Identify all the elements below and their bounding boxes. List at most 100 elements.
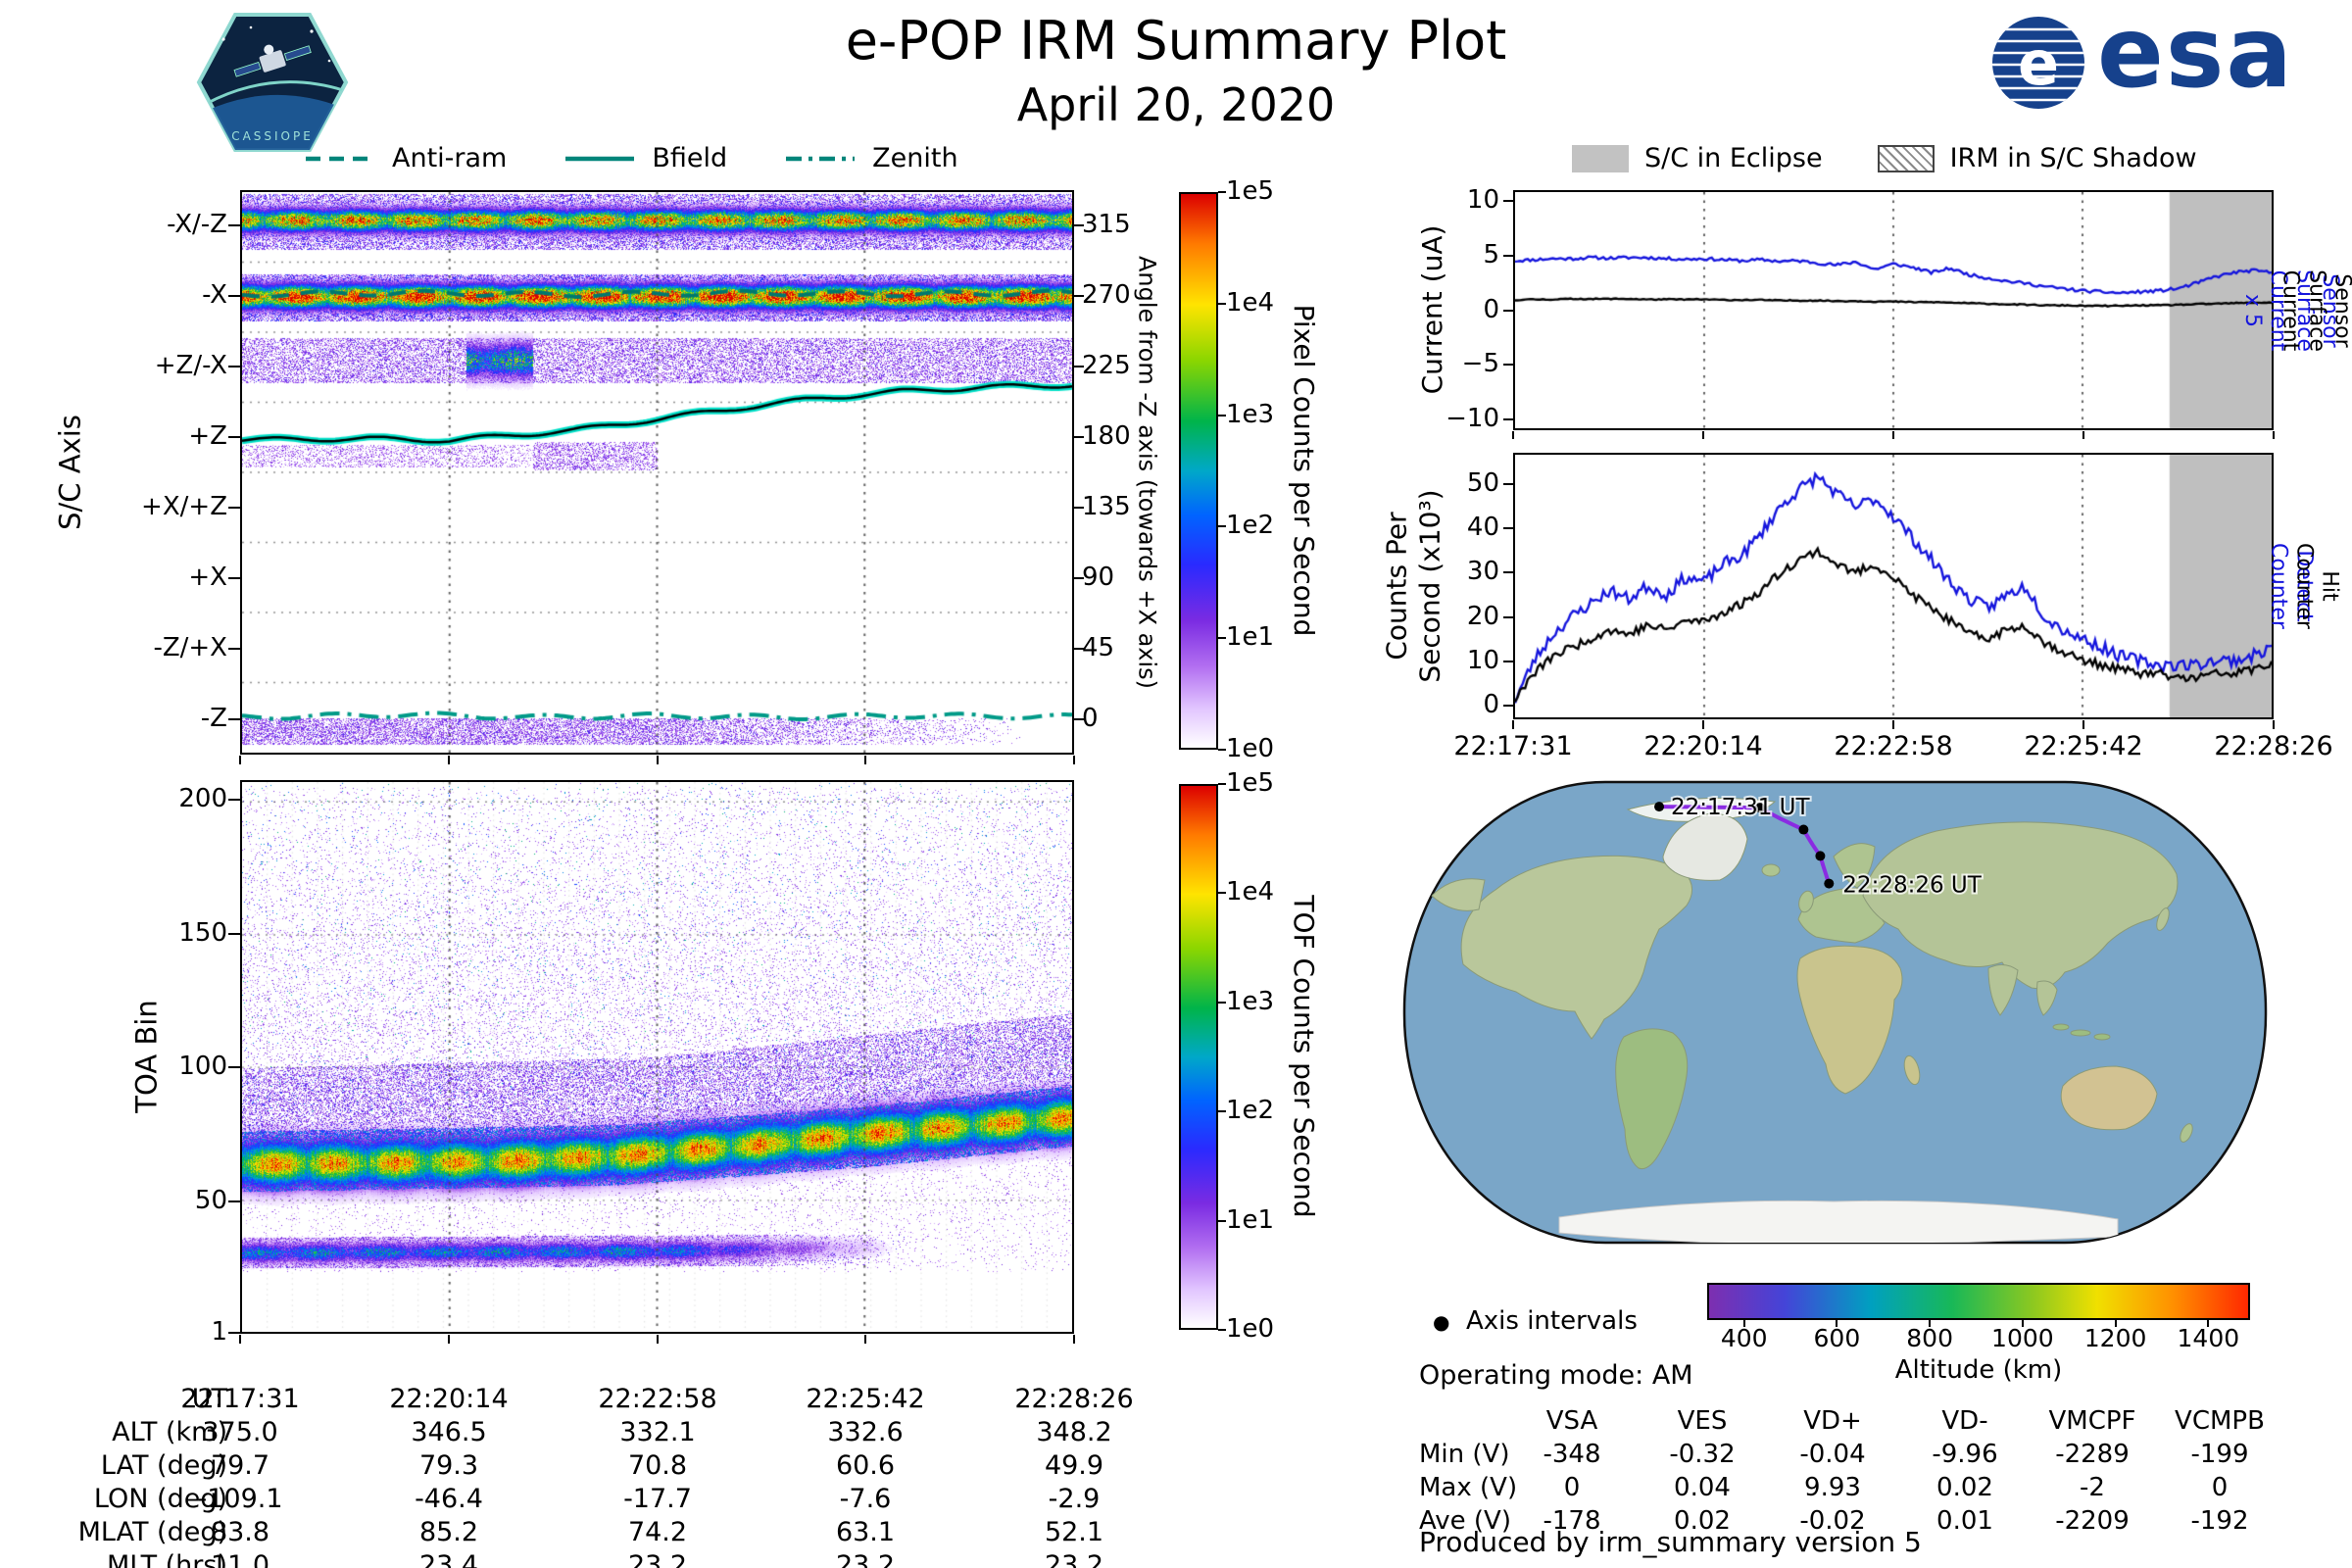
voltage-column-header: VES	[1677, 1406, 1728, 1436]
tof-colorbar-tick-label: 1e4	[1226, 877, 1275, 907]
orientation-legend: Anti-ram Bfield Zenith	[304, 143, 1015, 173]
altitude-tick-label: 800	[1906, 1324, 1953, 1352]
tick-mark	[1073, 756, 1075, 764]
tick-mark	[1074, 648, 1084, 650]
tick-mark	[1742, 1320, 1745, 1327]
tick-mark	[1503, 309, 1513, 312]
tick-mark	[228, 436, 240, 438]
tick-mark	[1074, 295, 1084, 297]
bfield-label: Bfield	[652, 143, 728, 173]
tick-mark	[864, 1335, 867, 1344]
voltage-column-header: VSA	[1545, 1406, 1598, 1436]
altitude-colorbar	[1707, 1283, 2250, 1320]
tick-mark	[2082, 431, 2084, 439]
time-tick-label: 22:22:58	[1834, 731, 1953, 761]
zenith-label: Zenith	[872, 143, 958, 173]
sensor-current-panel	[1513, 190, 2274, 430]
tick-mark	[1218, 1329, 1226, 1331]
toa-tick-label: 50	[194, 1185, 227, 1215]
voltage-value: 0.04	[1674, 1473, 1731, 1502]
voltage-value: -9.96	[1932, 1440, 1998, 1469]
ephemeris-value: 346.5	[411, 1417, 487, 1447]
current-tick-label: 0	[1483, 294, 1499, 324]
voltage-column-header: VMCPF	[2048, 1406, 2136, 1436]
tick-mark	[2114, 1320, 2117, 1327]
sc-axis-spectrogram-canvas	[242, 192, 1072, 753]
sc-axis-category-label: -Z	[200, 704, 227, 733]
tick-mark	[1702, 431, 1704, 439]
ephemeris-value: 11.0	[210, 1550, 270, 1568]
voltage-value: -348	[1543, 1440, 1601, 1469]
zenith-line-sample	[786, 156, 856, 161]
tick-mark	[1929, 1320, 1932, 1327]
tick-mark	[2207, 1320, 2210, 1327]
tick-mark	[228, 1200, 240, 1202]
tick-mark	[1503, 615, 1513, 618]
tick-mark	[1892, 720, 1894, 729]
counts-tick-label: 10	[1466, 646, 1499, 676]
tof-colorbar-tick-label: 1e0	[1226, 1314, 1275, 1344]
current-tick-label: −5	[1461, 349, 1499, 379]
tof-colorbar-tick-label: 1e1	[1226, 1204, 1275, 1235]
tick-mark	[1074, 507, 1084, 509]
track-interval-dot	[1754, 803, 1765, 813]
pixel-colorbar-tick-label: 1e3	[1226, 399, 1275, 429]
ephemeris-value: 23.4	[418, 1550, 479, 1568]
tick-mark	[1218, 302, 1226, 305]
sc-axis-category-label: -X/-Z	[167, 210, 227, 239]
sc-axis-category-label: +Z/-X	[154, 351, 227, 380]
tick-mark	[239, 1335, 241, 1344]
voltage-column-header: VD+	[1803, 1406, 1862, 1436]
tick-mark	[228, 799, 240, 802]
bfield-line-sample	[565, 156, 635, 161]
altitude-colorbar-label: Altitude (km)	[1894, 1355, 2063, 1385]
tick-mark	[1512, 431, 1514, 439]
interval-dot-icon: ●	[1433, 1310, 1450, 1334]
tick-mark	[1218, 525, 1226, 528]
ephemeris-row-label: ALT (km)	[112, 1417, 227, 1447]
ephemeris-row-label: LAT (deg)	[100, 1450, 227, 1481]
tick-mark	[1892, 431, 1894, 439]
pixel-counts-colorbar	[1179, 192, 1218, 750]
tick-mark	[1218, 637, 1226, 640]
plot-date: April 20, 2020	[1016, 78, 1336, 131]
tick-mark	[228, 932, 240, 935]
sc-axis-category-label: +X/+Z	[141, 492, 227, 521]
ephemeris-value: 60.6	[835, 1450, 896, 1481]
tick-mark	[228, 366, 240, 368]
tick-mark	[1074, 366, 1084, 368]
counters-panel	[1513, 453, 2274, 719]
ephemeris-value: -17.7	[623, 1484, 692, 1514]
angle-tick-label: 0	[1082, 704, 1099, 733]
voltage-value: 9.93	[1804, 1473, 1861, 1502]
voltage-value: -0.02	[1799, 1506, 1866, 1536]
voltage-value: 0.02	[1936, 1473, 1993, 1502]
toa-spectrogram-panel	[240, 780, 1074, 1334]
altitude-tick-label: 1400	[2177, 1324, 2240, 1352]
sensor-current-canvas	[1515, 192, 2272, 428]
axis-intervals-legend: ● Axis intervals	[1433, 1306, 1638, 1337]
track-time-label: 22:17:31 UT	[1671, 795, 1810, 820]
tick-mark	[1218, 1219, 1226, 1222]
sc-axis-category-label: +X	[188, 563, 227, 592]
ephemeris-value: 22:22:58	[598, 1384, 717, 1414]
angle-tick-label: 90	[1082, 563, 1115, 592]
ground-track-map: 22:17:31 UT 22:28:26 UT	[1402, 780, 2268, 1245]
pixel-colorbar-tick-label: 1e4	[1226, 287, 1275, 318]
voltage-value: -199	[2190, 1440, 2249, 1469]
track-time-label: 22:28:26 UT	[1842, 873, 1982, 899]
ephemeris-value: 63.1	[835, 1517, 896, 1547]
ephemeris-row-label: MLAT (deg)	[77, 1517, 227, 1547]
tick-mark	[1503, 254, 1513, 257]
voltage-row-label: Ave (V)	[1419, 1506, 1511, 1536]
tick-mark	[1503, 364, 1513, 367]
tick-mark	[1074, 577, 1084, 579]
time-tick-label: 22:17:31	[1453, 731, 1573, 761]
angle-tick-label: 315	[1082, 210, 1131, 239]
sensor-surface-current-label: Sensor Surface Current	[2278, 270, 2352, 352]
pixel-colorbar-tick-label: 1e0	[1226, 734, 1275, 763]
tick-mark	[239, 756, 241, 764]
tick-mark	[1218, 414, 1226, 416]
voltage-value: -192	[2190, 1506, 2249, 1536]
pixel-colorbar-tick-label: 1e1	[1226, 622, 1275, 653]
